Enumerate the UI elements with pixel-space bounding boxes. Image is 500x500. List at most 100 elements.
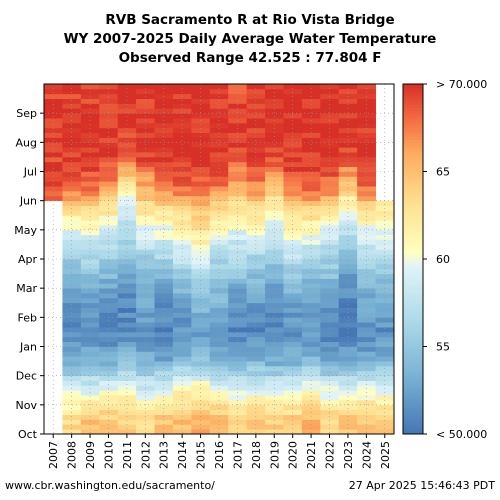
heat-cell [301,224,321,231]
heat-cell [209,152,229,158]
heat-cell [283,356,303,362]
colorbar-segment [403,337,423,342]
heat-cell [154,346,174,352]
colorbar-segment [403,279,423,283]
heat-cell [228,166,248,172]
heat-cell [320,127,340,134]
x-tick-label: 2023 [342,441,355,469]
heat-cell [228,113,248,119]
heat-cell [80,127,100,134]
x-tick-label: 2021 [305,441,318,469]
heat-cell [117,181,137,187]
heat-cell [246,356,266,362]
heat-cell [228,181,248,187]
heat-cell [117,263,137,270]
heat-cell [154,399,174,406]
heat-cell [80,307,100,313]
heat-cell [154,156,174,163]
heat-cell [172,171,192,177]
heat-cell [265,103,284,109]
heat-cell [338,224,358,231]
heat-cell [246,215,266,221]
heat-cell [172,317,192,323]
heat-cell [80,113,100,119]
heat-cell [117,200,137,206]
heat-cell [99,429,119,435]
heat-cell [265,361,284,367]
heat-cell [301,263,321,270]
heat-cell [80,239,100,245]
heat-cell [375,210,395,216]
heat-cell [209,103,229,109]
heat-cell [283,244,303,250]
heat-cell [283,399,303,406]
heat-cell [209,331,229,338]
heat-cell [154,176,174,182]
heat-cell [136,259,155,265]
heat-cell [338,404,358,411]
heat-cell [265,152,284,158]
heat-cell [246,181,266,187]
heat-cell [283,181,303,187]
heat-cell [301,312,321,318]
heat-cell [136,220,155,226]
x-tick-label: 2015 [195,441,208,469]
heat-cell [62,244,82,250]
heat-cell [228,249,248,255]
heat-cell [117,424,137,430]
heat-cell [80,98,100,104]
heat-cell [320,283,340,289]
heat-cell [136,171,155,177]
colorbar-segment [403,232,423,237]
heat-cell [375,215,395,221]
heat-cell [246,307,266,313]
colorbar-segment [403,349,423,353]
heat-cell [44,152,63,158]
heat-cell [283,113,303,119]
heat-cell [62,176,82,182]
heat-cell [357,302,376,309]
heat-cell [338,103,358,109]
heat-cell [228,331,248,338]
heat-cell [136,166,155,172]
y-tick-label: Aug [16,136,37,149]
heat-cell [154,152,174,158]
colorbar-segment [403,285,423,289]
y-tick-label: Oct [18,428,38,441]
heat-cell [117,414,137,420]
heat-cell [320,190,340,197]
heat-cell [154,195,174,202]
heat-cell [246,166,266,172]
heat-cell [320,210,340,216]
heat-cell [301,195,321,202]
heat-cell [62,331,82,338]
heat-cell [136,147,155,153]
heat-cell [283,336,303,343]
heat-cell [117,113,137,119]
heat-cell [209,195,229,202]
heat-cell [191,171,211,177]
heat-cell [154,239,174,245]
heat-cell [117,108,137,114]
heat-cell [136,268,155,274]
heat-cell [265,215,284,221]
heat-cell [246,419,266,425]
heat-cell [80,224,100,231]
heat-cell [62,278,82,284]
colorbar-segment [403,107,423,111]
colorbar-segment [403,191,423,196]
heat-cell [283,424,303,430]
colorbar-segment [403,305,423,309]
heat-cell [191,288,211,294]
colorbar-segment [403,270,423,274]
colorbar-segment [403,413,423,417]
heat-cell [80,302,100,309]
heat-cell [338,283,358,289]
colorbar-segment [403,387,423,391]
heat-cell [357,108,376,114]
heat-cell [62,171,82,177]
heat-cell [209,224,229,231]
heat-cell [357,127,376,134]
heat-cell [283,132,303,138]
heat-cell [172,215,192,221]
